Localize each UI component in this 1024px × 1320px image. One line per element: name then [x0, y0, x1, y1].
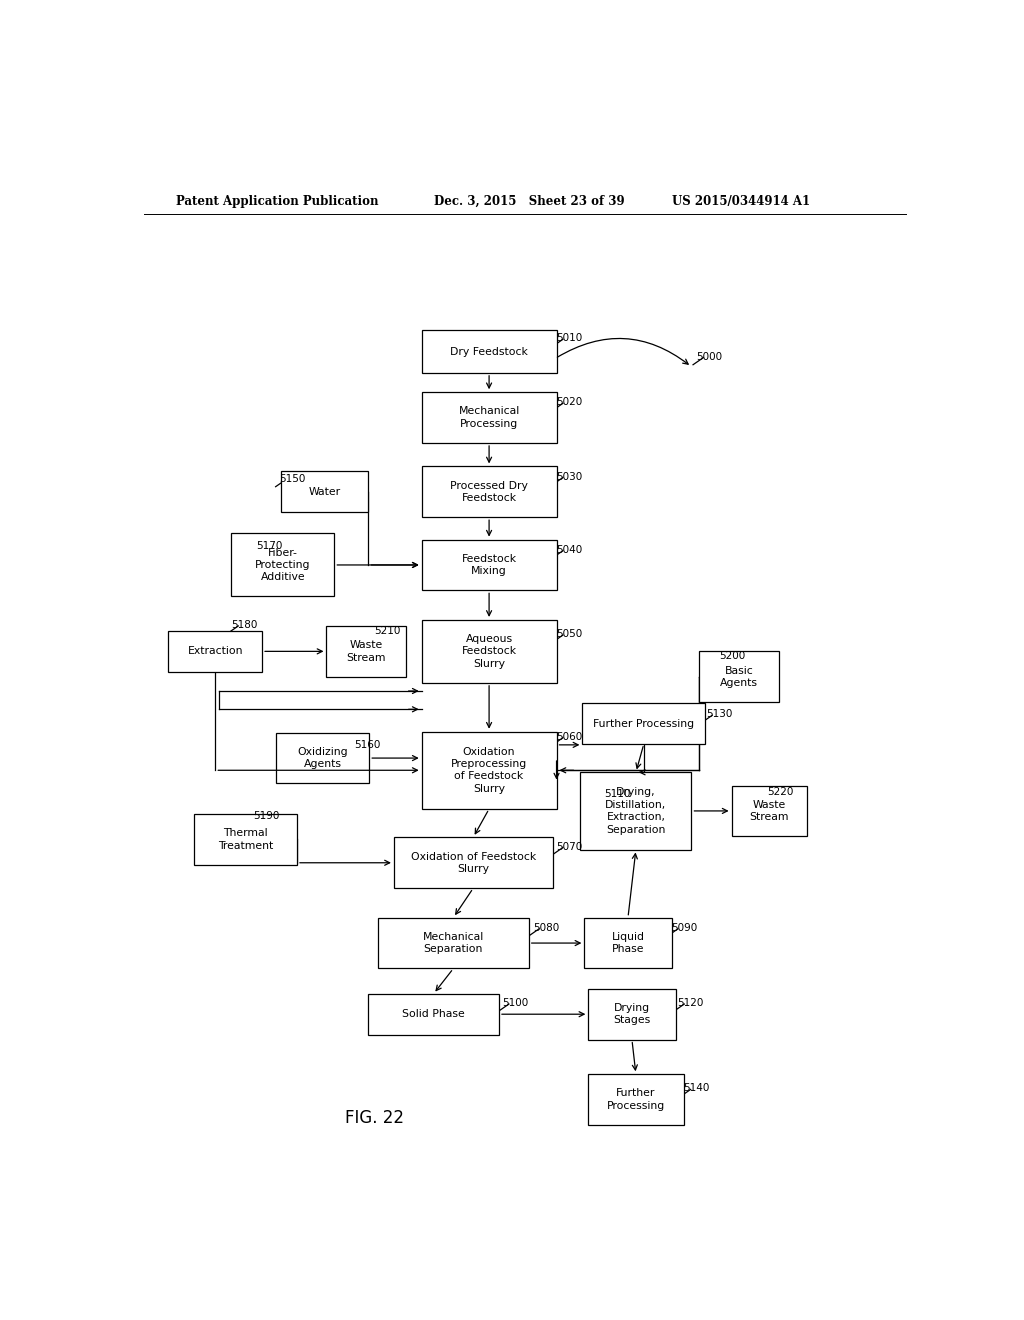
Text: Waste
Stream: Waste Stream	[346, 640, 386, 663]
Bar	[731, 785, 807, 837]
Bar	[169, 631, 262, 672]
Text: Thermal
Treatment: Thermal Treatment	[218, 828, 273, 850]
Text: Further Processing: Further Processing	[593, 718, 694, 729]
Bar	[422, 392, 557, 444]
Text: Dec. 3, 2015   Sheet 23 of 39: Dec. 3, 2015 Sheet 23 of 39	[433, 194, 625, 207]
Text: Mechanical
Processing: Mechanical Processing	[459, 407, 520, 429]
Text: 5040: 5040	[557, 545, 583, 554]
Bar	[588, 989, 676, 1040]
Text: Oxidizing
Agents: Oxidizing Agents	[297, 747, 348, 770]
Text: 5020: 5020	[557, 397, 583, 408]
Bar	[422, 466, 557, 517]
Text: 5170: 5170	[257, 541, 283, 550]
Text: Liquid
Phase: Liquid Phase	[611, 932, 644, 954]
Text: 5080: 5080	[532, 923, 559, 933]
Text: Oxidation of Feedstock
Slurry: Oxidation of Feedstock Slurry	[411, 851, 536, 874]
Bar	[378, 917, 528, 969]
Text: Drying,
Distillation,
Extraction,
Separation: Drying, Distillation, Extraction, Separa…	[605, 787, 667, 834]
Text: 5030: 5030	[557, 471, 583, 482]
Bar	[699, 651, 778, 702]
Text: Waste
Stream: Waste Stream	[750, 800, 788, 822]
Bar	[194, 814, 297, 865]
Bar	[231, 533, 334, 597]
Text: Extraction: Extraction	[187, 647, 243, 656]
Text: Feedstock
Mixing: Feedstock Mixing	[462, 554, 517, 576]
Text: Processed Dry
Feedstock: Processed Dry Feedstock	[451, 480, 528, 503]
Bar	[327, 626, 406, 677]
Text: Patent Application Publication: Patent Application Publication	[176, 194, 378, 207]
Text: 5180: 5180	[231, 620, 258, 630]
Text: Basic
Agents: Basic Agents	[720, 665, 758, 688]
Bar	[422, 731, 557, 809]
Text: Solid Phase: Solid Phase	[402, 1010, 465, 1019]
Text: Water: Water	[309, 487, 341, 496]
Text: 5150: 5150	[279, 474, 305, 483]
Bar	[583, 704, 706, 744]
Text: Further
Processing: Further Processing	[607, 1089, 665, 1111]
Text: Dry Feedstock: Dry Feedstock	[451, 347, 528, 356]
Text: Drying
Stages: Drying Stages	[613, 1003, 650, 1026]
Bar	[282, 471, 369, 512]
Text: 5070: 5070	[557, 842, 583, 851]
Bar	[275, 733, 370, 784]
Text: 5200: 5200	[719, 651, 745, 660]
Text: 5220: 5220	[768, 787, 794, 797]
Text: Mechanical
Separation: Mechanical Separation	[423, 932, 484, 954]
Bar	[422, 540, 557, 590]
Bar	[585, 917, 672, 969]
Bar	[581, 772, 691, 850]
Text: 5190: 5190	[253, 810, 280, 821]
Bar	[368, 994, 499, 1035]
Bar	[422, 330, 557, 372]
Text: 5060: 5060	[557, 731, 583, 742]
Text: 5160: 5160	[354, 741, 381, 750]
Text: 5010: 5010	[557, 334, 583, 343]
Text: 5050: 5050	[557, 630, 583, 639]
Text: US 2015/0344914 A1: US 2015/0344914 A1	[672, 194, 810, 207]
Text: 5130: 5130	[706, 709, 732, 719]
Text: 5100: 5100	[503, 998, 528, 1008]
Bar	[394, 837, 553, 888]
Text: 5120: 5120	[677, 998, 703, 1008]
Text: 5090: 5090	[672, 923, 698, 933]
Text: Oxidation
Preprocessing
of Feedstock
Slurry: Oxidation Preprocessing of Feedstock Slu…	[451, 747, 527, 793]
Bar	[588, 1074, 684, 1125]
Text: 5140: 5140	[684, 1084, 710, 1093]
Text: 5000: 5000	[696, 351, 722, 362]
Text: 5110: 5110	[604, 789, 631, 799]
Text: Fiber-
Protecting
Additive: Fiber- Protecting Additive	[255, 548, 310, 582]
Bar	[422, 620, 557, 682]
Text: Aqueous
Feedstock
Slurry: Aqueous Feedstock Slurry	[462, 634, 517, 669]
Text: FIG. 22: FIG. 22	[344, 1109, 403, 1127]
Text: 5210: 5210	[374, 626, 400, 636]
